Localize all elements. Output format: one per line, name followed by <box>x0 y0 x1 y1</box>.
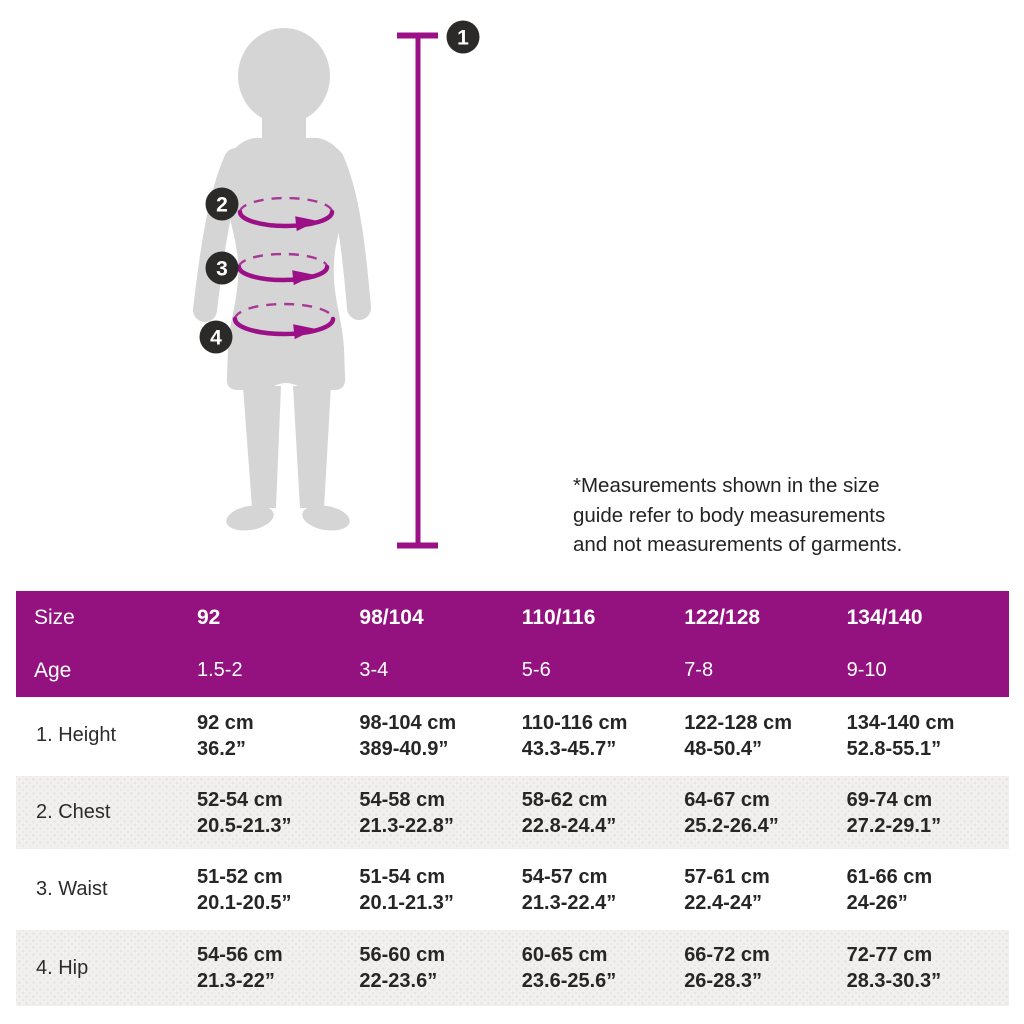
size-guide-diagram: 1 2 3 4 <box>193 20 480 549</box>
age-col-header: 5-6 <box>521 659 551 681</box>
age-col-header: 1.5-2 <box>197 659 243 681</box>
table-row-waist: 3. Waist 51-52 cm 20.1-20.5” 51-54 cm 20.1… <box>16 851 1009 928</box>
size-col-header: 98/104 <box>359 605 424 629</box>
age-col-header: 3-4 <box>359 659 389 681</box>
marker-4-hip: 4 <box>199 320 233 354</box>
arrow-right-icon <box>295 216 318 232</box>
size-col-header: 134/140 <box>846 605 923 629</box>
marker-1-height: 1 <box>446 20 480 54</box>
table-row-hip: 4. Hip 54-56 cm 21.3-22” 56-60 cm 22-23.6”… <box>16 928 1009 1008</box>
measurement-cell: 54-56 cm 21.3-22” <box>197 944 283 992</box>
measurement-cell: 57-61 cm 22.4-24” <box>684 865 770 914</box>
size-col-header: 122/128 <box>684 605 761 629</box>
table-row-chest: 2. Chest 52-54 cm 20.5-21.3” 54-58 cm 21.3… <box>16 774 1009 851</box>
svg-text:3: 3 <box>216 258 228 281</box>
note-line: *Measurements shown in the size <box>573 474 880 497</box>
measurement-cell: 51-52 cm 20.1-20.5” <box>197 865 292 914</box>
measurement-cell: 51-54 cm 20.1-21.3” <box>359 865 454 914</box>
size-header-label: Size <box>34 605 75 629</box>
measurement-cell: 54-57 cm 21.3-22.4” <box>521 865 617 914</box>
measurement-cell: 58-62 cm 22.8-24.4” <box>521 788 617 837</box>
row-label: 2. Chest <box>36 801 111 823</box>
measurement-cell: 98-104 cm 389-40.9” <box>359 711 457 760</box>
arrow-right-icon <box>292 270 315 286</box>
measurement-cell: 122-128 cm 48-50.4” <box>684 711 793 760</box>
measurement-cell: 64-67 cm 25.2-26.4” <box>684 788 779 837</box>
hip-measure-ellipse <box>232 302 336 340</box>
measurement-cell: 54-58 cm 21.3-22.8” <box>359 788 454 837</box>
table-row-height: 1. Height 92 cm 36.2” 98-104 cm 389-40.9” … <box>16 697 1009 774</box>
svg-text:2: 2 <box>216 194 228 217</box>
age-header-row: Age 1.5-2 3-4 5-6 7-8 9-10 <box>16 644 1009 697</box>
measurement-cell: 72-77 cm 28.3-30.3” <box>846 944 942 992</box>
marker-3-waist: 3 <box>205 251 239 285</box>
age-col-header: 9-10 <box>846 659 887 681</box>
size-col-header: 110/116 <box>521 605 596 629</box>
age-col-header: 7-8 <box>684 659 714 681</box>
waist-measure-ellipse <box>236 252 330 286</box>
size-table: Size 92 98/104 110/116 122/128 134/140 A… <box>16 591 1009 1008</box>
measurement-note: *Measurements shown in the size guide re… <box>573 471 963 560</box>
measurement-cell: 52-54 cm 20.5-21.3” <box>197 788 292 837</box>
measurement-cell: 66-72 cm 26-28.3” <box>684 944 770 992</box>
svg-text:4: 4 <box>210 327 222 350</box>
marker-2-chest: 2 <box>205 187 239 221</box>
measurement-cell: 61-66 cm 24-26” <box>846 865 933 914</box>
note-line: and not measurements of garments. <box>573 533 903 556</box>
size-table-header: Size 92 98/104 110/116 122/128 134/140 A… <box>16 591 1009 697</box>
height-dimension-line <box>397 32 438 549</box>
row-label: 1. Height <box>36 724 117 746</box>
measurement-cell: 60-65 cm 23.6-25.6” <box>521 944 617 992</box>
chest-measure-ellipse <box>237 196 335 232</box>
size-col-header: 92 <box>197 605 221 629</box>
measurement-cell: 92 cm 36.2” <box>197 711 254 760</box>
measurement-cell: 69-74 cm 27.2-29.1” <box>846 788 942 837</box>
svg-text:1: 1 <box>457 27 469 50</box>
row-label: 3. Waist <box>36 878 108 900</box>
measurement-cell: 56-60 cm 22-23.6” <box>359 944 446 992</box>
row-label: 4. Hip <box>36 956 89 979</box>
arrow-right-icon <box>293 324 316 340</box>
measurement-cell: 134-140 cm 52.8-55.1” <box>846 711 955 760</box>
note-line: guide refer to body measurements <box>573 503 886 527</box>
age-header-label: Age <box>34 658 72 682</box>
measurement-cell: 110-116 cm 43.3-45.7” <box>521 711 628 760</box>
size-header-row: Size 92 98/104 110/116 122/128 134/140 <box>16 591 1009 644</box>
